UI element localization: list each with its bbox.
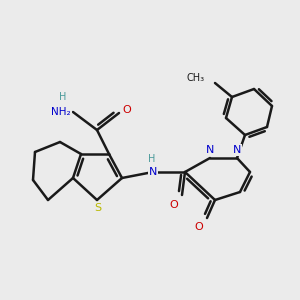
Text: CH₃: CH₃	[187, 73, 205, 83]
Text: S: S	[94, 203, 102, 213]
Text: NH₂: NH₂	[51, 107, 71, 117]
Text: O: O	[195, 222, 203, 232]
Text: O: O	[169, 200, 178, 210]
Text: H: H	[59, 92, 67, 102]
Text: N: N	[149, 167, 157, 177]
Text: H: H	[148, 154, 156, 164]
Text: N: N	[206, 145, 214, 155]
Text: N: N	[233, 145, 241, 155]
Text: O: O	[123, 105, 131, 115]
